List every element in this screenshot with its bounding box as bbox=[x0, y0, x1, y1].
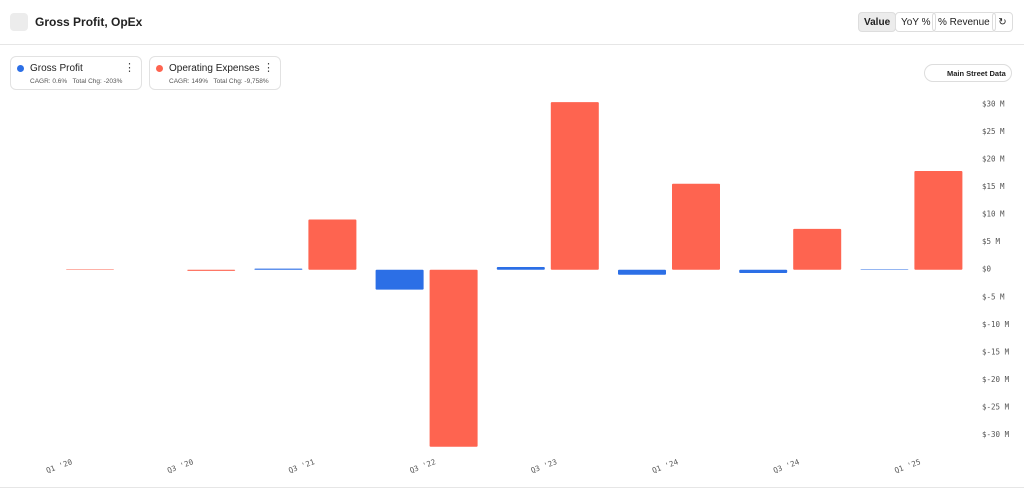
legend-dot bbox=[17, 65, 24, 72]
legend-stats: CAGR: 0.6% Total Chg: -203% bbox=[30, 78, 122, 85]
refresh-button[interactable]: ↻ bbox=[992, 12, 1013, 32]
x-tick-label: Q1 '25 bbox=[893, 457, 922, 475]
y-tick-label: $-5 M bbox=[982, 292, 1005, 301]
y-tick-label: $0 bbox=[982, 265, 992, 274]
total: Total Chg: -203% bbox=[72, 78, 123, 85]
bar bbox=[860, 269, 909, 270]
bar bbox=[618, 269, 666, 275]
x-tick-label: Q3 '20 bbox=[166, 457, 195, 475]
bar bbox=[308, 219, 357, 270]
legend-card[interactable]: Gross Profit CAGR: 0.6% Total Chg: -203%… bbox=[10, 56, 142, 90]
y-tick-label: $-25 M bbox=[982, 403, 1010, 412]
revenue-button[interactable]: % Revenue bbox=[932, 12, 996, 32]
y-tick-label: $-15 M bbox=[982, 347, 1010, 356]
bar bbox=[66, 269, 114, 270]
legend-name: Operating Expenses bbox=[169, 63, 260, 74]
yoy-button[interactable]: YoY % bbox=[895, 12, 937, 32]
value-button[interactable]: Value bbox=[858, 12, 897, 32]
divider bbox=[0, 487, 1024, 488]
legend-name: Gross Profit bbox=[30, 63, 83, 74]
y-tick-label: $-30 M bbox=[982, 430, 1010, 439]
title: Gross Profit, OpEx bbox=[35, 15, 143, 29]
legend-card[interactable]: Operating Expenses CAGR: 149% Total Chg:… bbox=[149, 56, 281, 90]
bar bbox=[914, 171, 963, 270]
header: Gross Profit, OpEx Value YoY % % Revenue… bbox=[0, 0, 1024, 45]
bar bbox=[375, 269, 424, 290]
bar bbox=[550, 102, 599, 270]
bar bbox=[739, 269, 788, 274]
bar bbox=[496, 266, 545, 270]
y-tick-label: $10 M bbox=[982, 210, 1005, 219]
x-tick-label: Q3 '22 bbox=[408, 457, 437, 475]
y-tick-label: $20 M bbox=[982, 154, 1005, 163]
y-tick-label: $-10 M bbox=[982, 320, 1010, 329]
bar bbox=[187, 269, 236, 271]
menu[interactable]: ⋮ bbox=[124, 62, 135, 74]
chart-icon bbox=[10, 13, 28, 31]
menu[interactable]: ⋮ bbox=[263, 62, 274, 74]
cagr: CAGR: 0.6% bbox=[30, 78, 68, 85]
y-tick-label: $30 M bbox=[982, 99, 1005, 108]
x-tick-label: Q1 '24 bbox=[651, 457, 680, 475]
legend-stats: CAGR: 149% Total Chg: -9,758% bbox=[169, 78, 269, 85]
x-tick-label: Q3 '21 bbox=[287, 457, 316, 475]
x-tick-label: Q1 '20 bbox=[45, 457, 74, 475]
cagr: CAGR: 149% bbox=[169, 78, 209, 85]
bar bbox=[254, 268, 303, 270]
x-tick-label: Q3 '23 bbox=[530, 457, 559, 475]
y-tick-label: $5 M bbox=[982, 237, 1001, 246]
total: Total Chg: -9,758% bbox=[213, 78, 269, 85]
bar bbox=[793, 228, 842, 270]
y-tick-label: $15 M bbox=[982, 182, 1005, 191]
y-tick-label: $25 M bbox=[982, 127, 1005, 136]
badge[interactable]: Main Street Data bbox=[924, 64, 1012, 82]
bar bbox=[429, 269, 478, 447]
bar bbox=[672, 183, 720, 270]
legend-dot bbox=[156, 65, 163, 72]
x-tick-label: Q3 '24 bbox=[772, 457, 801, 475]
y-tick-label: $-20 M bbox=[982, 375, 1010, 384]
